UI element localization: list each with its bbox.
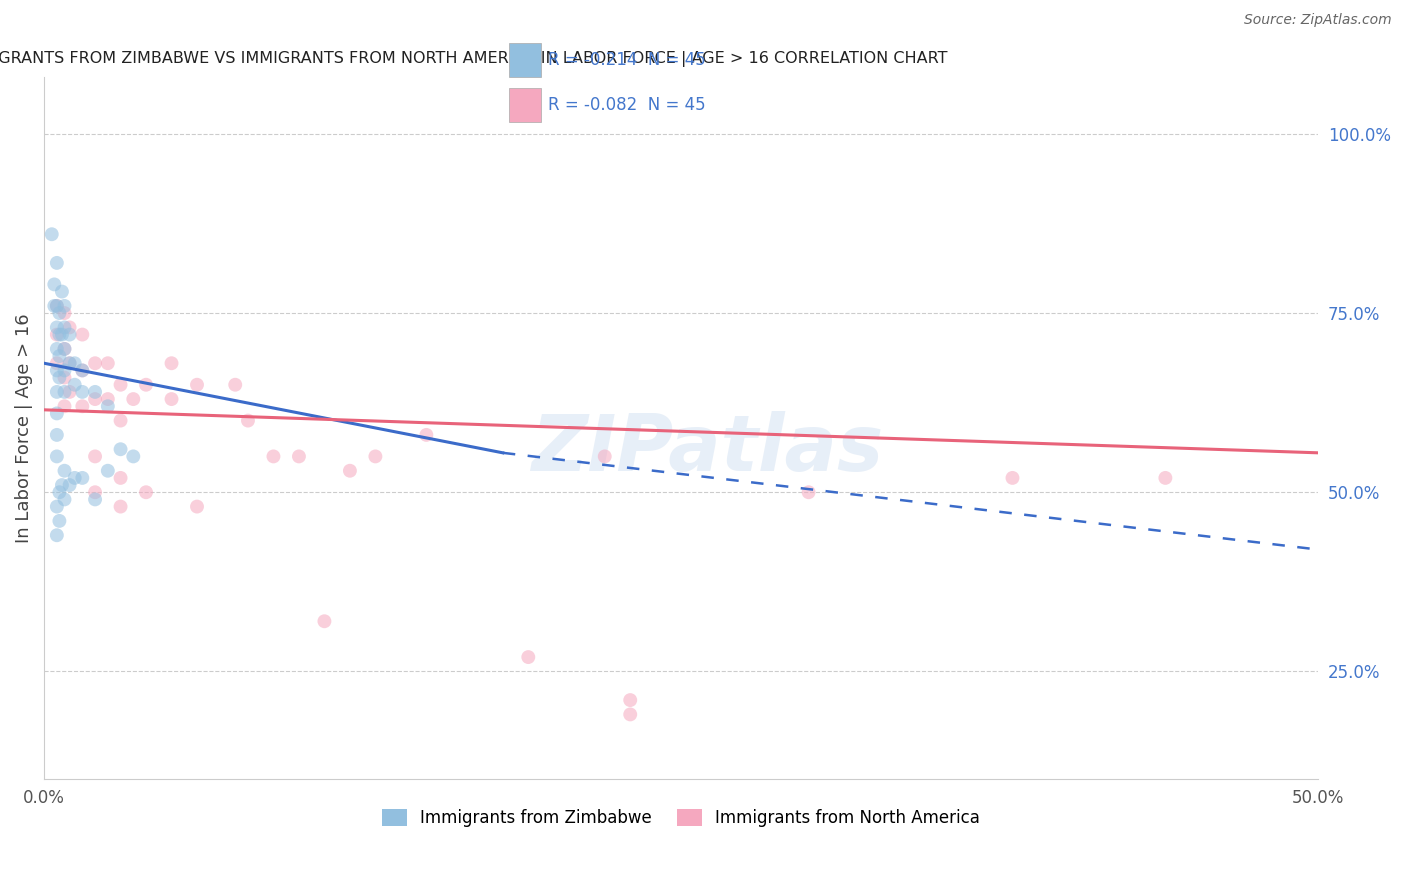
Point <box>72 363 94 377</box>
Point <box>53 370 76 384</box>
Point <box>84 356 107 370</box>
Point <box>53 342 76 356</box>
Point <box>48 370 70 384</box>
Point <box>224 377 246 392</box>
Point <box>72 384 94 399</box>
Point <box>63 377 86 392</box>
Point <box>314 614 336 628</box>
Point <box>1154 471 1177 485</box>
Point <box>97 399 120 413</box>
Point <box>45 450 67 464</box>
Point <box>84 384 107 399</box>
Point <box>44 277 66 292</box>
Point <box>45 356 67 370</box>
Point <box>58 356 80 370</box>
Point <box>72 399 94 413</box>
Point <box>72 363 94 377</box>
Point <box>45 363 67 377</box>
Point <box>41 227 63 242</box>
Point <box>1001 471 1024 485</box>
Point <box>63 356 86 370</box>
Point <box>53 299 76 313</box>
Point <box>45 327 67 342</box>
Point <box>45 428 67 442</box>
Point <box>53 492 76 507</box>
Point <box>619 707 641 722</box>
Point <box>97 356 120 370</box>
Point <box>415 428 437 442</box>
Point <box>45 528 67 542</box>
Point <box>619 693 641 707</box>
Text: IMMIGRANTS FROM ZIMBABWE VS IMMIGRANTS FROM NORTH AMERICA IN LABOR FORCE | AGE >: IMMIGRANTS FROM ZIMBABWE VS IMMIGRANTS F… <box>0 51 948 67</box>
Point <box>45 342 67 356</box>
Point <box>45 256 67 270</box>
Point <box>45 500 67 514</box>
Legend: Immigrants from Zimbabwe, Immigrants from North America: Immigrants from Zimbabwe, Immigrants fro… <box>375 802 987 834</box>
Point <box>84 450 107 464</box>
Point <box>84 485 107 500</box>
Point <box>97 464 120 478</box>
Point <box>110 500 132 514</box>
Y-axis label: In Labor Force | Age > 16: In Labor Force | Age > 16 <box>15 313 32 542</box>
Point <box>45 406 67 420</box>
Point <box>48 485 70 500</box>
Point <box>122 450 145 464</box>
Point <box>593 450 616 464</box>
Point <box>48 306 70 320</box>
Text: ZIPatlas: ZIPatlas <box>530 411 883 487</box>
Point <box>72 471 94 485</box>
Point <box>160 356 183 370</box>
Point <box>186 500 208 514</box>
Point <box>110 413 132 427</box>
Point <box>262 450 284 464</box>
Point <box>186 377 208 392</box>
Point <box>58 356 80 370</box>
Point <box>51 478 73 492</box>
Point <box>51 327 73 342</box>
Point <box>110 442 132 457</box>
Text: R = -0.214  N = 45: R = -0.214 N = 45 <box>548 51 706 69</box>
Point <box>84 392 107 406</box>
Bar <box>509 88 541 122</box>
Point <box>53 399 76 413</box>
Point <box>236 413 259 427</box>
Point <box>288 450 311 464</box>
Point <box>797 485 820 500</box>
Point <box>110 377 132 392</box>
Point <box>339 464 361 478</box>
Text: R = -0.082  N = 45: R = -0.082 N = 45 <box>548 95 706 113</box>
Point <box>72 327 94 342</box>
Point <box>53 363 76 377</box>
Point <box>51 285 73 299</box>
Point <box>110 471 132 485</box>
Point <box>97 392 120 406</box>
Point <box>58 478 80 492</box>
Point <box>45 384 67 399</box>
Point <box>58 320 80 334</box>
Text: Source: ZipAtlas.com: Source: ZipAtlas.com <box>1244 13 1392 28</box>
Point <box>135 485 157 500</box>
Point <box>160 392 183 406</box>
Point <box>45 320 67 334</box>
Point <box>63 471 86 485</box>
Point <box>48 514 70 528</box>
Point <box>53 342 76 356</box>
Point <box>45 299 67 313</box>
Point <box>53 320 76 334</box>
Point <box>45 299 67 313</box>
Point <box>44 299 66 313</box>
Point <box>53 384 76 399</box>
Point <box>135 377 157 392</box>
Point <box>48 349 70 363</box>
Point <box>364 450 387 464</box>
Point <box>84 492 107 507</box>
Point <box>58 384 80 399</box>
Point <box>53 306 76 320</box>
Point <box>122 392 145 406</box>
Bar <box>509 43 541 77</box>
Point <box>517 650 540 665</box>
Point <box>53 464 76 478</box>
Point <box>58 327 80 342</box>
Point <box>48 327 70 342</box>
